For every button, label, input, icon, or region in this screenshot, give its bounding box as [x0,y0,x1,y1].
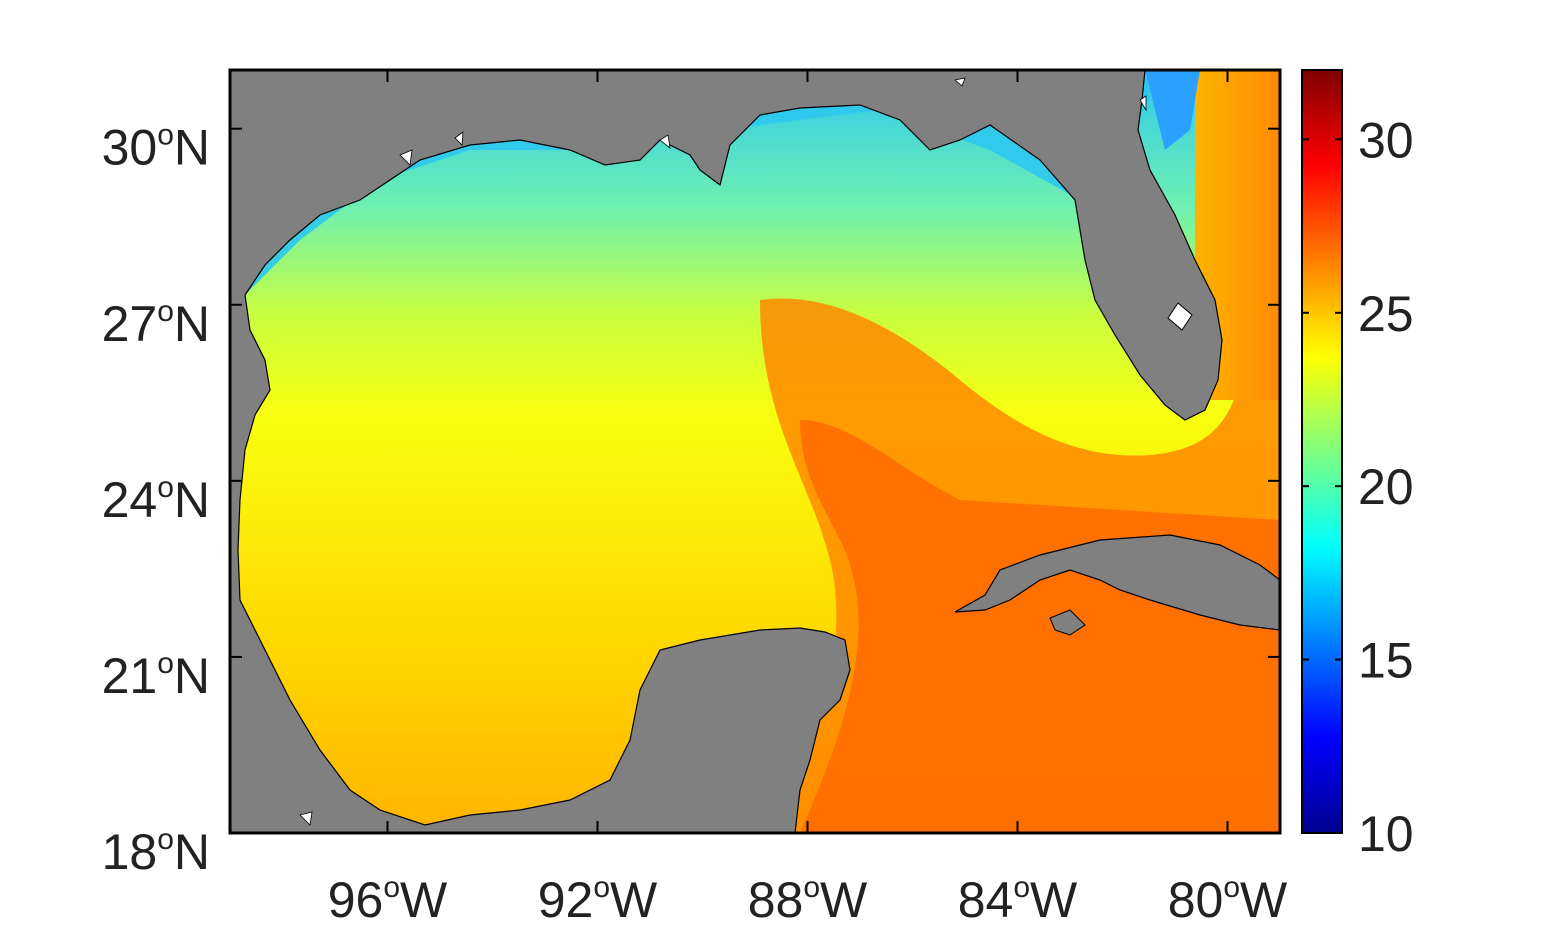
x-tick-label: 80oW [1168,871,1288,928]
colorbar-tick-label: 15 [1358,633,1414,689]
colorbar-ticks [1302,138,1342,834]
map-frame [228,68,1282,835]
lake-okeechobee [1167,302,1193,331]
x-tick-label: 92oW [538,871,658,928]
colorbar-tick-label: 10 [1358,806,1414,862]
x-tick-label: 88oW [748,871,868,928]
colorbar-frame [1301,69,1343,834]
y-tick-label: 27oN [102,295,210,352]
caribbean-warm-water [800,420,1280,833]
sst-map [230,70,1280,833]
colorbar-tick-label: 30 [1358,112,1414,168]
land-cuba [954,534,1280,631]
y-tick-label: 18oN [102,823,210,880]
longitude-axis: 96oW 92oW 88oW 84oW 80oW [328,871,1288,928]
y-tick-label: 21oN [102,647,210,704]
x-tick-label: 84oW [958,871,1078,928]
land-isla-juventud [1049,609,1086,636]
atlantic-cool-water [1145,70,1200,150]
coastal-lakes [299,77,1147,826]
y-tick-label: 30oN [102,119,210,176]
land-north-america [230,70,1223,833]
x-tick-label: 96oW [328,871,448,928]
latitude-axis: 30oN 27oN 24oN 21oN 18oN [102,119,210,880]
axis-ticks [230,70,1280,834]
colorbar-labels: 10 15 20 25 30 [1358,112,1414,862]
colorbar-tick-label: 25 [1358,286,1414,342]
y-tick-label: 24oN [102,471,210,528]
colorbar [1302,70,1342,833]
colorbar-tick-label: 20 [1358,459,1414,515]
